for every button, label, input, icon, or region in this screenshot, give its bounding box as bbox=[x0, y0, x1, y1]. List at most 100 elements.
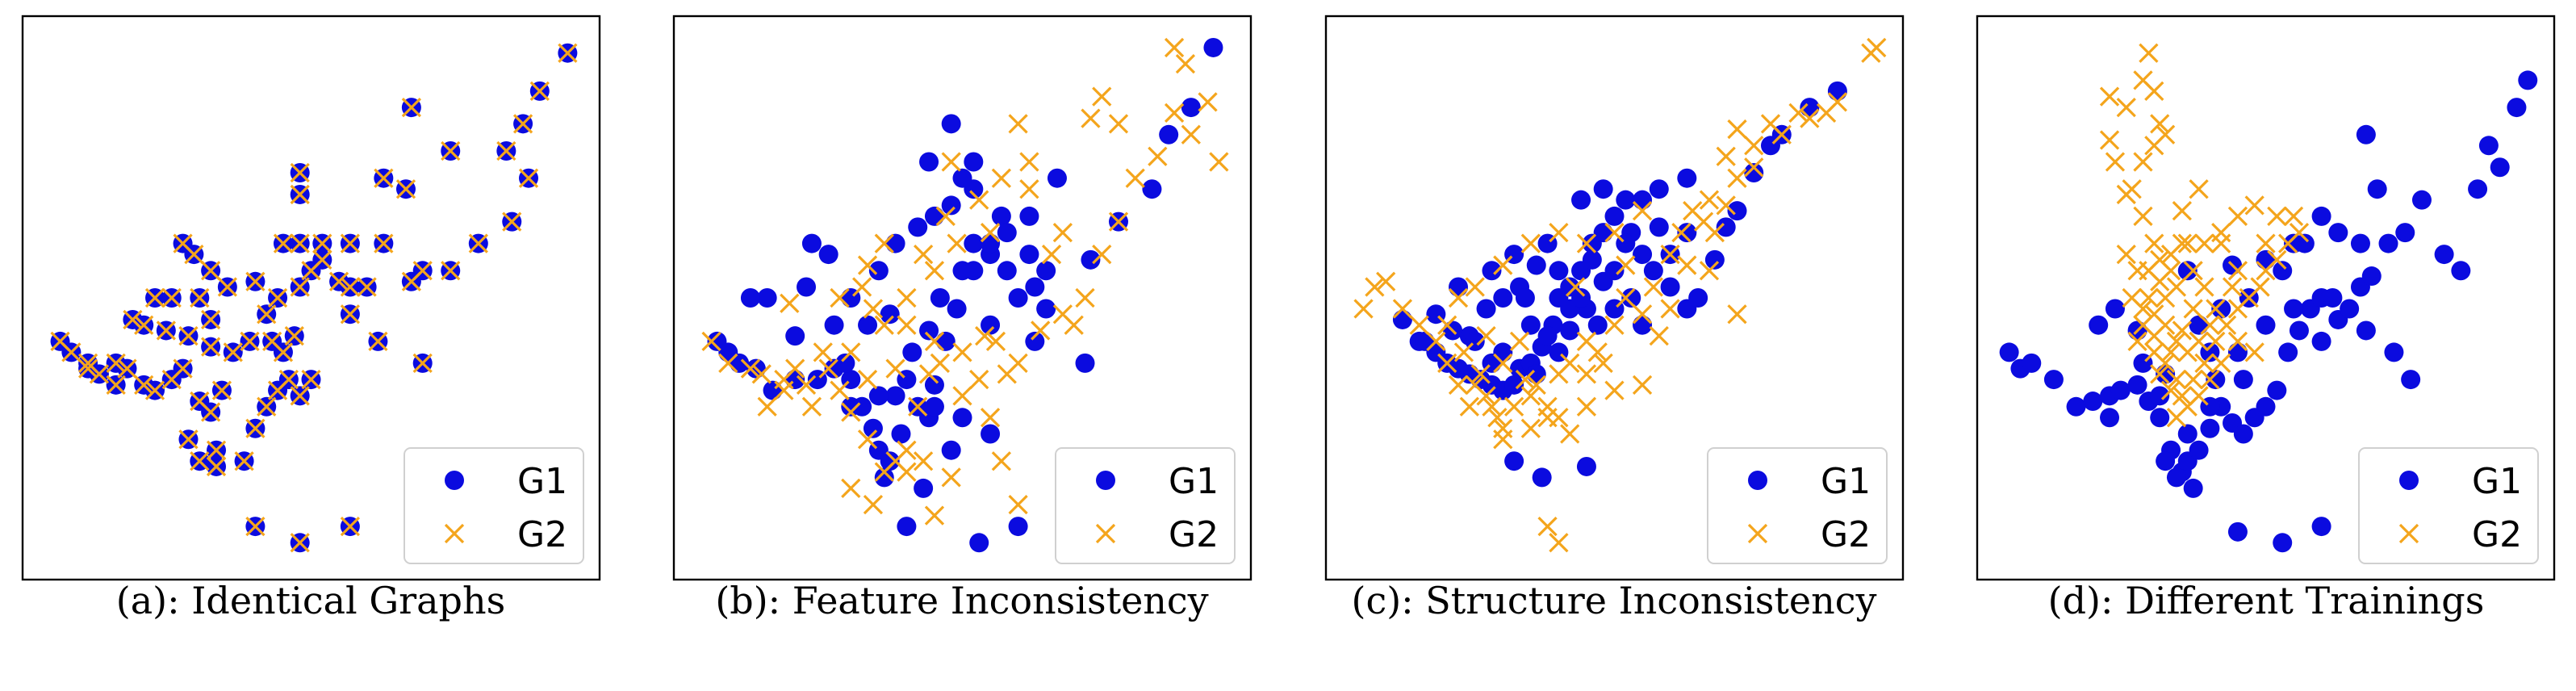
g2-point bbox=[512, 114, 533, 134]
g2-point bbox=[2250, 277, 2270, 297]
g2-point bbox=[857, 255, 878, 275]
g2-point bbox=[841, 478, 861, 499]
g1-point bbox=[2156, 451, 2176, 471]
g2-point bbox=[1671, 222, 1692, 243]
g2-point bbox=[312, 249, 332, 270]
g2-point bbox=[245, 418, 266, 438]
g1-point bbox=[2294, 233, 2315, 253]
g2-point bbox=[1108, 211, 1129, 232]
g1-point bbox=[2043, 370, 2064, 390]
g2-point bbox=[267, 287, 288, 308]
g2-point bbox=[173, 358, 193, 379]
g2-point bbox=[1092, 244, 1112, 265]
g2-point bbox=[2194, 353, 2214, 374]
g1-point bbox=[1019, 245, 1039, 265]
g1-point bbox=[1036, 299, 1056, 319]
g2-point bbox=[897, 287, 917, 308]
g2-point bbox=[200, 337, 221, 357]
g2-point bbox=[1092, 86, 1112, 107]
g2-point bbox=[969, 190, 989, 210]
g2-point bbox=[2211, 353, 2231, 374]
g2-point bbox=[740, 358, 761, 379]
g2-point bbox=[2099, 130, 2120, 150]
g1-point bbox=[2273, 533, 2293, 553]
g2-point bbox=[2144, 233, 2164, 253]
g2-point bbox=[757, 396, 777, 417]
g2-point bbox=[1081, 108, 1101, 128]
g2-point bbox=[1744, 136, 1764, 156]
g2-point bbox=[1576, 233, 1597, 253]
g1-point bbox=[2311, 517, 2331, 537]
g2-point bbox=[441, 140, 461, 161]
g2-point bbox=[223, 342, 243, 362]
g1-point bbox=[2311, 206, 2331, 226]
g2-point bbox=[211, 380, 232, 400]
legend-marker-g1 bbox=[1096, 471, 1115, 490]
g2-point bbox=[1704, 222, 1725, 243]
g2-point bbox=[273, 233, 294, 253]
g2-point bbox=[340, 304, 361, 325]
g2-point bbox=[1727, 304, 1747, 325]
g2-point bbox=[1175, 54, 1196, 74]
g1-point bbox=[1520, 315, 1541, 335]
g1-point bbox=[2356, 124, 2376, 144]
g2-point bbox=[1604, 315, 1625, 335]
g1-point bbox=[924, 396, 944, 417]
g2-point bbox=[2172, 201, 2192, 221]
g2-point bbox=[1052, 222, 1073, 243]
g2-point bbox=[1677, 255, 1697, 275]
g2-point bbox=[2133, 152, 2153, 172]
g1-point bbox=[2110, 380, 2131, 400]
g1-point bbox=[1677, 223, 1697, 243]
g2-point bbox=[924, 331, 945, 352]
g1-point bbox=[2434, 245, 2454, 265]
g2-point bbox=[751, 364, 772, 384]
g2-point bbox=[897, 462, 917, 482]
g2-point bbox=[312, 233, 332, 253]
caption-d: (d): Different Trainings bbox=[2048, 579, 2485, 622]
g1-point bbox=[2177, 424, 2198, 444]
g1-point bbox=[785, 326, 805, 346]
g1-point bbox=[2478, 136, 2499, 156]
g1-point bbox=[2256, 315, 2276, 335]
g2-point bbox=[885, 358, 905, 379]
g1-point bbox=[1999, 342, 2019, 362]
g2-point bbox=[1632, 304, 1653, 325]
g1-point bbox=[880, 304, 900, 325]
g2-point bbox=[991, 451, 1012, 471]
g2-point bbox=[1198, 92, 1218, 112]
legend-marker-g1 bbox=[1748, 471, 1767, 490]
g2-point bbox=[1476, 326, 1496, 346]
g2-point bbox=[1587, 342, 1608, 362]
g2-point bbox=[117, 358, 137, 379]
g2-point bbox=[851, 277, 872, 297]
g2-point bbox=[1392, 299, 1413, 319]
g2-point bbox=[144, 380, 165, 400]
g1-point bbox=[1526, 255, 1546, 275]
g1-point bbox=[1716, 217, 1736, 237]
g2-point bbox=[1448, 287, 1469, 308]
g2-point bbox=[1716, 195, 1736, 216]
g2-point bbox=[1861, 43, 1881, 63]
g2-point bbox=[2150, 249, 2170, 270]
g1-point bbox=[1616, 190, 1636, 210]
g1-point bbox=[952, 408, 972, 428]
g1-point bbox=[797, 277, 817, 297]
g2-point bbox=[924, 261, 945, 281]
caption-b: (b): Feature Inconsistency bbox=[715, 579, 1208, 622]
g1-point bbox=[874, 467, 894, 488]
g1-point bbox=[1571, 288, 1591, 308]
legend-marker-g1 bbox=[2399, 471, 2419, 490]
g2-point bbox=[1771, 124, 1792, 144]
g2-point bbox=[1526, 375, 1546, 395]
g2-point bbox=[1549, 533, 1569, 553]
legend-label: G1 bbox=[2472, 461, 2522, 502]
g2-point bbox=[2200, 369, 2220, 390]
g1-point bbox=[941, 195, 961, 216]
g2-point bbox=[1209, 152, 1229, 172]
g1-point bbox=[1571, 190, 1591, 210]
g1-point bbox=[997, 261, 1017, 281]
g1-point bbox=[868, 386, 889, 406]
g1-point bbox=[1649, 217, 1669, 237]
g2-point bbox=[2183, 299, 2203, 319]
